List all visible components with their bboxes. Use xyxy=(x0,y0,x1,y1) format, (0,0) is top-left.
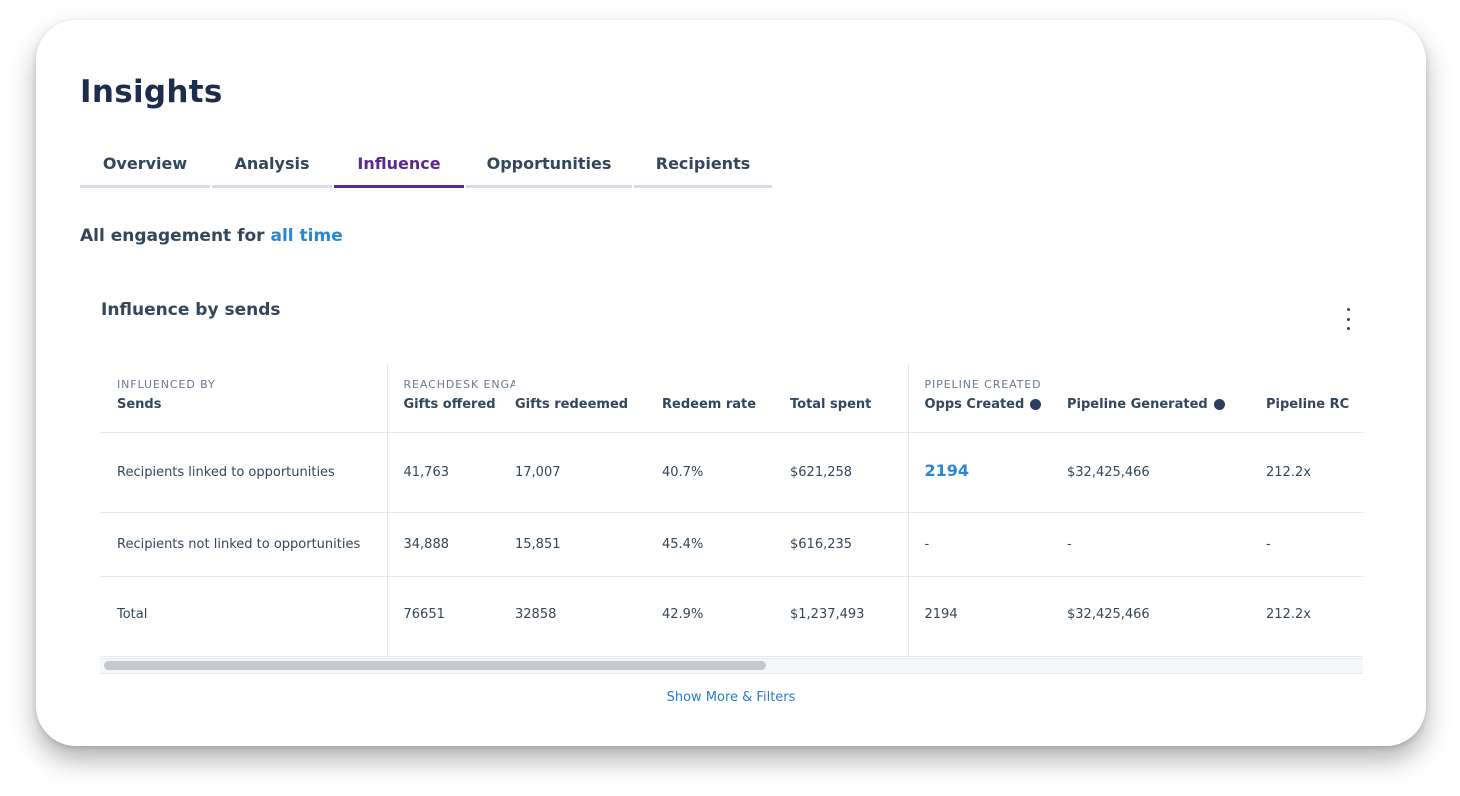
tab-opportunities[interactable]: Opportunities xyxy=(466,154,632,188)
col-header-gifts-redeemed[interactable]: Gifts redeemed xyxy=(515,364,662,433)
cell-opps-created: - xyxy=(907,512,1067,577)
cell-total-spent: $621,258 xyxy=(790,432,908,513)
col-label-opps-created: Opps Created xyxy=(924,397,1025,412)
col-header-redeem-rate[interactable]: Redeem rate xyxy=(662,364,790,433)
cell-pipeline-generated: $32,425,466 xyxy=(1067,576,1266,657)
cell-redeem-rate: 45.4% xyxy=(662,512,790,577)
col-label-gifts-redeemed: Gifts redeemed xyxy=(515,397,629,412)
cell-pipeline-generated: - xyxy=(1067,512,1266,577)
cell-gifts-redeemed: 17,007 xyxy=(515,432,662,513)
cell-redeem-rate: 42.9% xyxy=(662,576,790,657)
group-label-reachdesk-engagement: REACHDESK ENGAGEMENT xyxy=(403,378,516,391)
col-label-pipeline-roi: Pipeline RC xyxy=(1266,397,1350,412)
insights-card: Insights Overview Analysis Influence Opp… xyxy=(36,20,1426,746)
col-header-pipeline-roi[interactable]: Pipeline RC xyxy=(1266,364,1363,433)
row-label: Recipients not linked to opportunities xyxy=(100,512,387,577)
info-icon[interactable] xyxy=(1213,399,1225,410)
horizontal-scrollbar[interactable] xyxy=(100,658,1363,674)
cell-gifts-redeemed: 32858 xyxy=(515,576,662,657)
cell-total-spent: $616,235 xyxy=(790,512,908,577)
cell-gifts-offered: 76651 xyxy=(386,576,515,657)
col-header-total-spent[interactable]: Total spent xyxy=(790,364,908,433)
tab-overview[interactable]: Overview xyxy=(80,154,210,188)
table-row: Total 76651 32858 42.9% $1,237,493 2194 … xyxy=(100,576,1363,657)
influence-table: INFLUENCED BY Sends REACHDESK ENGAGEMENT… xyxy=(100,364,1363,674)
cell-pipeline-roi: 212.2x xyxy=(1266,432,1363,513)
opps-created-link[interactable]: 2194 xyxy=(924,460,970,480)
col-label-gifts-offered: Gifts offered xyxy=(403,397,496,412)
table-row: Recipients linked to opportunities 41,76… xyxy=(100,432,1363,513)
row-label: Recipients linked to opportunities xyxy=(100,432,387,513)
cell-gifts-offered: 41,763 xyxy=(386,432,515,513)
tab-analysis[interactable]: Analysis xyxy=(212,154,332,188)
tab-recipients[interactable]: Recipients xyxy=(634,154,772,188)
cell-total-spent: $1,237,493 xyxy=(790,576,908,657)
row-label: Total xyxy=(100,576,387,657)
cell-gifts-offered: 34,888 xyxy=(386,512,515,577)
date-range-link[interactable]: all time xyxy=(270,226,343,246)
show-more-filters-link[interactable]: Show More & Filters xyxy=(666,690,796,705)
col-label-redeem-rate: Redeem rate xyxy=(662,397,757,412)
scrollbar-thumb[interactable] xyxy=(104,661,766,670)
table-header-row: INFLUENCED BY Sends REACHDESK ENGAGEMENT… xyxy=(100,364,1363,433)
info-icon[interactable] xyxy=(1030,399,1042,410)
group-label-pipeline-created: PIPELINE CREATED xyxy=(924,378,1042,391)
group-label-influenced-by: INFLUENCED BY xyxy=(117,378,216,391)
cell-redeem-rate: 40.7% xyxy=(662,432,790,513)
cell-opps-created: 2194 xyxy=(907,432,1067,513)
section-title: Influence by sends xyxy=(101,300,281,320)
engagement-range: All engagement for all time xyxy=(80,226,343,246)
col-header-opps-created[interactable]: PIPELINE CREATED Opps Created xyxy=(907,364,1067,433)
col-label-pipeline-generated: Pipeline Generated xyxy=(1067,397,1208,412)
table-row: Recipients not linked to opportunities 3… xyxy=(100,512,1363,577)
col-header-gifts-offered[interactable]: REACHDESK ENGAGEMENT Gifts offered xyxy=(386,364,516,433)
cell-opps-created: 2194 xyxy=(907,576,1067,657)
page-title: Insights xyxy=(80,74,223,110)
tab-influence[interactable]: Influence xyxy=(334,154,464,188)
cell-pipeline-generated: $32,425,466 xyxy=(1067,432,1266,513)
cell-gifts-redeemed: 15,851 xyxy=(515,512,662,577)
cell-pipeline-roi: - xyxy=(1266,512,1363,577)
col-header-pipeline-generated[interactable]: Pipeline Generated xyxy=(1067,364,1266,433)
cell-pipeline-roi: 212.2x xyxy=(1266,576,1363,657)
kebab-menu-icon[interactable] xyxy=(1338,308,1358,330)
tab-bar: Overview Analysis Influence Opportunitie… xyxy=(80,154,774,188)
col-label-total-spent: Total spent xyxy=(790,397,872,412)
col-header-sends[interactable]: INFLUENCED BY Sends xyxy=(100,364,387,433)
col-label-sends: Sends xyxy=(117,397,162,412)
engagement-prefix: All engagement for xyxy=(80,226,265,246)
